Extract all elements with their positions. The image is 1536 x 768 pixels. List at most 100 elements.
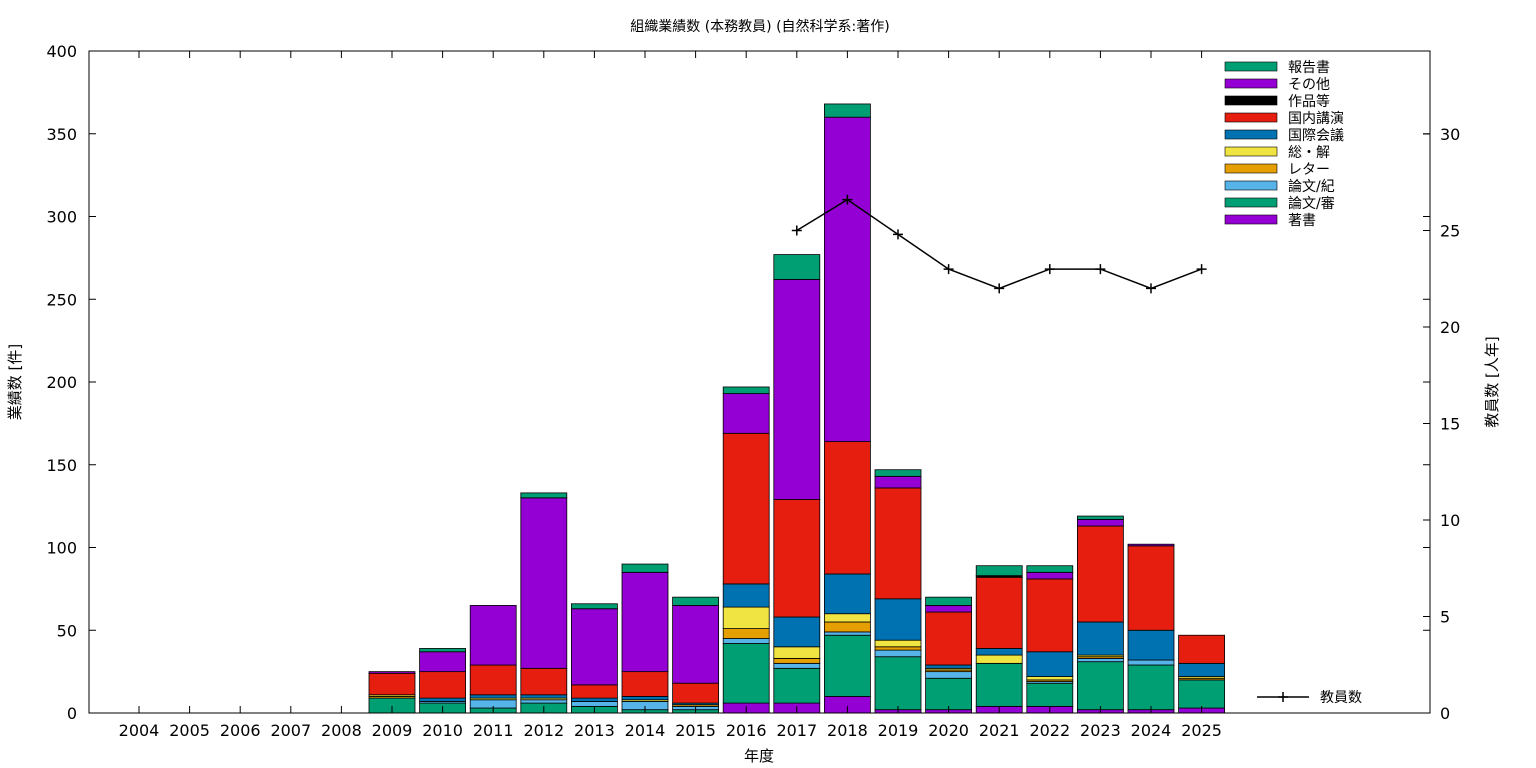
- bar-segment: [824, 573, 871, 615]
- bar-segment: [1178, 679, 1225, 709]
- x-tick-label: 2015: [675, 721, 716, 740]
- legend-label: 国内講演: [1288, 111, 1344, 127]
- x-tick-label: 2021: [979, 721, 1020, 740]
- x-tick-label: 2004: [119, 721, 160, 740]
- legend-swatch: [1224, 163, 1278, 174]
- x-tick-label: 2013: [574, 721, 615, 740]
- bar-segment: [975, 565, 1023, 577]
- bar-segment: [1077, 657, 1124, 663]
- bar-segment: [520, 667, 568, 696]
- bar-segment: [824, 621, 871, 633]
- legend-swatch: [1224, 112, 1278, 123]
- bar-segment: [722, 432, 770, 585]
- y2-axis: 0 5 10 15 20 25 30: [1423, 125, 1460, 723]
- legend-swatch: [1224, 95, 1278, 106]
- x-tick-label: 2014: [625, 721, 666, 740]
- bar-segment: [1026, 682, 1074, 707]
- chart-title: 組織業績数 (本務教員) (自然科学系:著作): [630, 18, 889, 35]
- bar-segment: [925, 605, 972, 613]
- bar-segment: [824, 116, 871, 442]
- bar-segment: [520, 497, 568, 669]
- y-tick-label: 50: [57, 621, 77, 640]
- faculty-count-point: [1044, 264, 1055, 275]
- bar-segment: [368, 672, 416, 696]
- x-tick-label: 2011: [473, 721, 514, 740]
- bar-segment: [621, 563, 669, 573]
- bar-segment: [874, 598, 922, 641]
- bar-segment: [520, 699, 568, 704]
- faculty-count-point: [842, 194, 853, 205]
- y2-tick-label: 10: [1440, 511, 1460, 530]
- bar-segment: [722, 393, 770, 434]
- y-tick-label: 400: [46, 42, 77, 61]
- legend-label: 総・解: [1288, 145, 1330, 161]
- y2-tick-label: 5: [1440, 607, 1450, 626]
- legend-swatch: [1224, 146, 1278, 157]
- x-tick-label: 2019: [878, 721, 919, 740]
- legend-label: 著書: [1288, 213, 1316, 229]
- bar-segment: [368, 671, 416, 674]
- bar-segment: [469, 664, 517, 696]
- bar-segment: [419, 648, 467, 653]
- bar-segment: [520, 492, 568, 499]
- y2-tick-label: 20: [1440, 318, 1460, 337]
- bar-segment: [773, 254, 821, 280]
- bar-segment: [1026, 578, 1074, 653]
- legend-swatch: [1224, 129, 1278, 140]
- bar-segment: [773, 616, 821, 648]
- bar-segment: [1077, 518, 1124, 527]
- faculty-count-point: [1196, 264, 1207, 275]
- bar-segment: [925, 664, 972, 669]
- legend-label: 論文/審: [1288, 196, 1335, 212]
- legend-swatch: [1224, 214, 1278, 225]
- x-tick-label: 2017: [776, 721, 817, 740]
- bar-segment: [621, 571, 669, 673]
- faculty-count-point: [943, 264, 954, 275]
- bar-segment: [824, 634, 871, 697]
- x-tick-label: 2024: [1131, 721, 1172, 740]
- bar-segment: [874, 649, 922, 658]
- legend-line-label: 教員数: [1320, 690, 1362, 706]
- bar-segment: [773, 278, 821, 500]
- legend-label: 報告書: [1288, 60, 1330, 76]
- y-axis: 0 50 100 150 200 250 300 350 400: [46, 42, 1430, 723]
- legend-label: レター: [1288, 162, 1330, 178]
- line-layer: [791, 194, 1207, 294]
- bar-segment: [773, 646, 821, 659]
- y-tick-label: 0: [67, 704, 77, 723]
- x-tick-label: 2025: [1181, 721, 1222, 740]
- bar-segment: [722, 628, 770, 639]
- bar-segment: [1077, 515, 1124, 520]
- bar-segment: [722, 606, 770, 629]
- x-axis: 2004 2005 2006 2007 2008 2009 2010 2011 2012 2013…: [119, 51, 1222, 740]
- legend-label: 作品等: [1288, 93, 1330, 110]
- bar-segment: [1178, 634, 1225, 664]
- legend-label: その他: [1288, 77, 1330, 93]
- bar-segment: [773, 657, 821, 664]
- legend-line-marker: [1278, 692, 1288, 702]
- bar-segment: [469, 694, 517, 699]
- y-tick-label: 150: [46, 456, 77, 475]
- bar-segment: [1127, 629, 1175, 661]
- bar-segment: [874, 639, 922, 648]
- bar-segment: [722, 386, 770, 394]
- y2-tick-label: 15: [1440, 414, 1460, 433]
- bar-segment: [975, 662, 1023, 707]
- y2-tick-label: 25: [1440, 221, 1460, 240]
- bar-segment: [1077, 621, 1124, 656]
- bar-segment: [824, 441, 871, 575]
- bar-segment: [773, 667, 821, 704]
- bar-segment: [672, 682, 719, 704]
- bar-segment: [571, 697, 618, 702]
- y-tick-label: 100: [46, 539, 77, 558]
- bar-segment: [1026, 571, 1074, 580]
- bar-segment: [1127, 664, 1175, 711]
- bar-segment: [571, 701, 618, 707]
- bar-segment: [1178, 662, 1225, 677]
- bar-segment: [621, 671, 669, 697]
- y-tick-label: 250: [46, 290, 77, 309]
- bar-segment: [925, 596, 972, 606]
- legend-label: 論文/紀: [1288, 179, 1335, 195]
- bar-segment: [925, 677, 972, 711]
